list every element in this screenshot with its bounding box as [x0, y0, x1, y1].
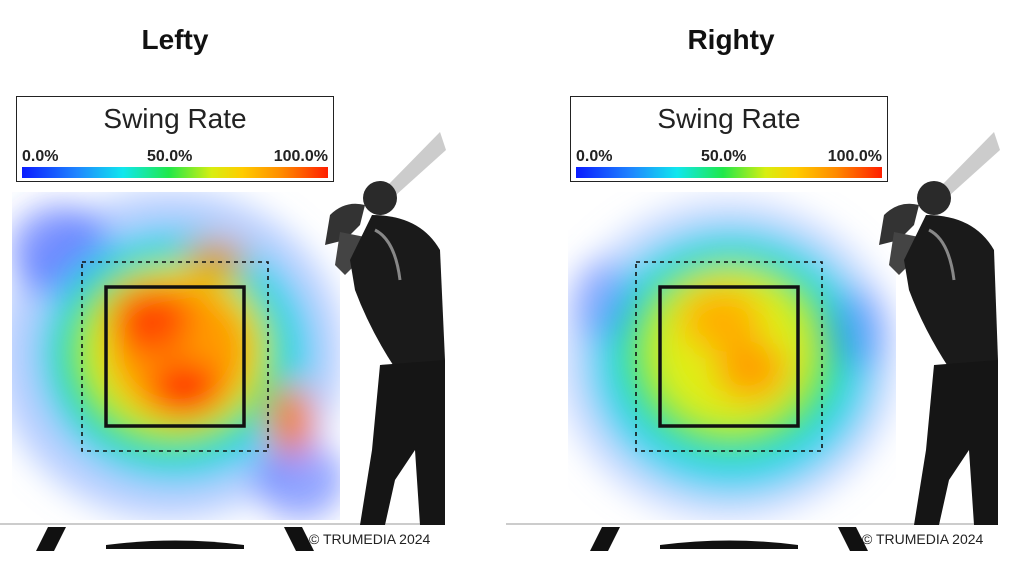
lefty-shadow-zone [81, 261, 269, 452]
righty-batter-box-left [590, 527, 620, 551]
lefty-batter-silhouette [325, 132, 446, 525]
righty-legend-mid: 50.0% [701, 148, 747, 165]
lefty-batter-box-left [36, 527, 66, 551]
lefty-strike-zone [104, 285, 246, 428]
lefty-title: Lefty [141, 24, 209, 55]
lefty-heatmap [0, 132, 446, 551]
lefty-legend-max: 100.0% [273, 148, 328, 165]
righty-batter-box-right [838, 527, 868, 551]
lefty-batter-box-right [284, 527, 314, 551]
lefty-colorbar [22, 167, 328, 178]
lefty-home-plate [106, 540, 244, 549]
righty-legend-title: Swing Rate [657, 103, 801, 134]
righty-heat-blobs [568, 200, 896, 520]
righty-batter-silhouette [879, 132, 1000, 525]
lefty-legend: Swing Rate 0.0% 50.0% 100.0% [16, 96, 334, 182]
righty-colorbar [576, 167, 882, 178]
righty-legend: Swing Rate 0.0% 50.0% 100.0% [570, 96, 888, 182]
righty-heatmap [506, 132, 1000, 551]
lefty-legend-mid: 50.0% [147, 148, 193, 165]
righty-strike-zone [658, 285, 800, 428]
righty-home-plate [660, 540, 798, 549]
righty-title: Righty [687, 24, 775, 55]
lefty-copyright: © TRUMEDIA 2024 [309, 531, 431, 547]
lefty-legend-title: Swing Rate [103, 103, 247, 134]
righty-legend-min: 0.0% [576, 148, 613, 165]
righty-shadow-zone [635, 261, 823, 452]
lefty-legend-min: 0.0% [22, 148, 59, 165]
lefty-heat-blobs [12, 192, 340, 520]
righty-panel: Righty Swing Rate 0.0% 50.0% 100.0% © TR… [506, 0, 1012, 564]
righty-legend-max: 100.0% [827, 148, 882, 165]
lefty-panel: Lefty Swing Rate 0.0% 50.0% 100.0% © TRU… [0, 24, 446, 551]
righty-copyright: © TRUMEDIA 2024 [862, 531, 984, 547]
